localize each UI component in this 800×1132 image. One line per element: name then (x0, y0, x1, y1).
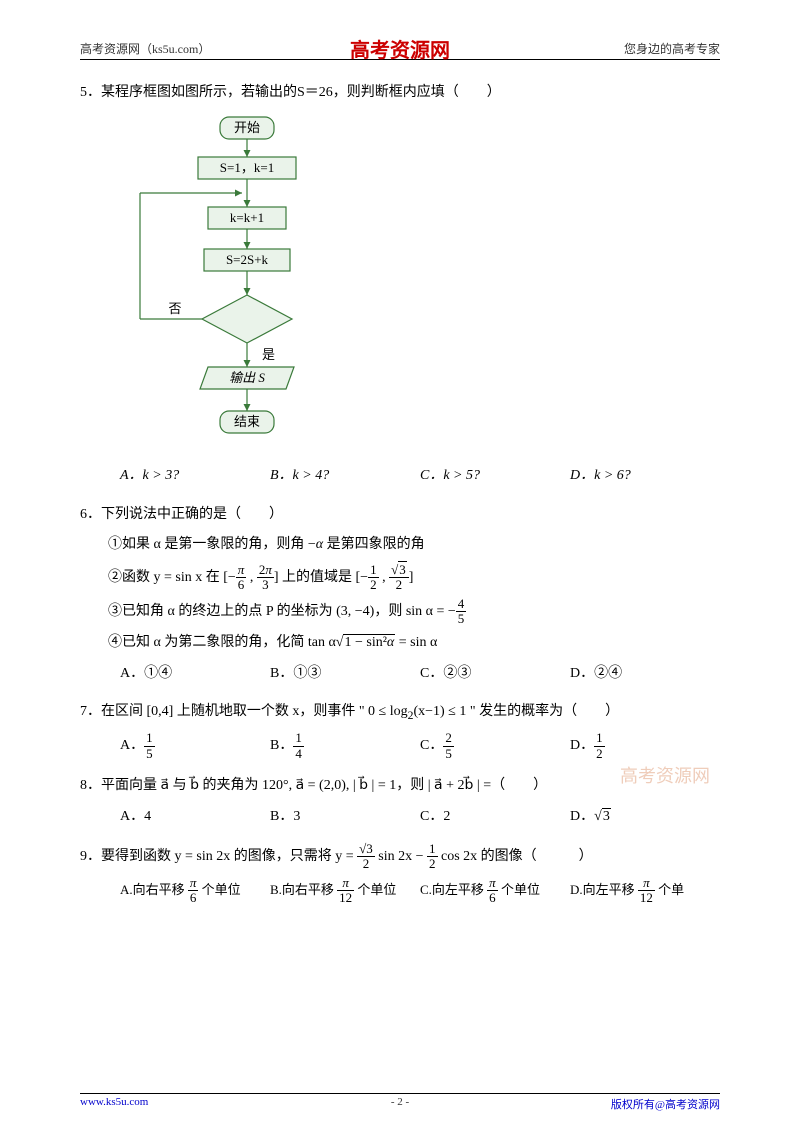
q8-opt-a: A．4 (120, 804, 270, 831)
q5-flowchart: 开始 S=1，k=1 k=k+1 S=2S+k 否 (120, 115, 720, 456)
q8-opt-b: B．3 (270, 804, 420, 831)
q6-opt-c: C．②③ (420, 661, 570, 688)
footer-copyright: 版权所有@高考资源网 (611, 1096, 720, 1112)
header-center-logo: 高考资源网 (350, 34, 450, 63)
q7-post: (x−1) ≤ 1 " 发生的概率为（ ） (413, 704, 619, 719)
footer-url: www.ks5u.com (80, 1096, 148, 1112)
q7-opt-a: A．15 (120, 731, 270, 761)
q8-opt-c: C．2 (420, 804, 570, 831)
q6-opt-b: B．①③ (270, 661, 420, 688)
svg-text:是: 是 (262, 347, 275, 362)
q5-opt-c: C．k > 5? (420, 463, 570, 490)
q7-opt-c: C．25 (420, 731, 570, 761)
q7-opt-d: D．12 (570, 731, 720, 761)
q6-opt-d: D．②④ (570, 661, 720, 688)
svg-text:k=k+1: k=k+1 (230, 210, 264, 225)
q8-options: A．4 B．3 C．2 D．3 (80, 804, 720, 831)
header-right: 您身边的高考专家 (624, 40, 720, 57)
q6-s3-pre: ③已知角 α 的终边上的点 P 的坐标为 (3, −4)，则 sin α = − (108, 604, 456, 619)
q6-s2-end: ] (409, 570, 414, 585)
q6-s1-pre: ①如果 α 是第一象限的角，则角 − (108, 537, 316, 552)
q6-sub1: ①如果 α 是第一象限的角，则角 −α 是第四象限的角 (108, 532, 720, 559)
q7-pre: 7．在区间 [0,4] 上随机地取一个数 x，则事件 " 0 ≤ log (80, 704, 408, 719)
q9-options: A.向右平移 π6 个单位 B.向右平移 π12 个单位 C.向左平移 π6 个… (80, 876, 720, 906)
svg-text:S=2S+k: S=2S+k (226, 252, 269, 267)
svg-text:结束: 结束 (234, 414, 260, 429)
q9-opt-b: B.向右平移 π12 个单位 (270, 876, 420, 906)
q5-opt-a: A．k > 3? (120, 463, 270, 490)
q6-s2-mid2: , (379, 570, 390, 585)
q6-s2-pre: ②函数 y = sin x 在 [− (108, 570, 236, 585)
q6-sub4: ④已知 α 为第二象限的角，化简 tan α1 − sin²α = sin α (108, 630, 720, 657)
svg-text:输出 S: 输出 S (229, 370, 265, 385)
footer-pagenum: - 2 - (391, 1096, 409, 1108)
q6-sub3: ③已知角 α 的终边上的点 P 的坐标为 (3, −4)，则 sin α = −… (108, 597, 720, 627)
q9-mid: sin 2x − (375, 849, 427, 864)
q5-opt-d: D．k > 6? (570, 463, 720, 490)
q7-opt-b: B．14 (270, 731, 420, 761)
q6-options: A．①④ B．①③ C．②③ D．②④ (80, 661, 720, 688)
q6-s2-mid: , (246, 570, 257, 585)
flowchart-svg: 开始 S=1，k=1 k=k+1 S=2S+k 否 (120, 115, 350, 445)
q5-options: A．k > 3? B．k > 4? C．k > 5? D．k > 6? (80, 463, 720, 490)
q6-s4-post: = sin α (395, 635, 437, 650)
svg-text:S=1，k=1: S=1，k=1 (220, 160, 274, 175)
q5-opt-b: B．k > 4? (270, 463, 420, 490)
q6-s2-aft: ] 上的值域是 [− (274, 570, 368, 585)
question-7: 7．在区间 [0,4] 上随机地取一个数 x，则事件 " 0 ≤ log2(x−… (80, 699, 720, 761)
page-header: 高考资源网（ks5u.com） 高考资源网 您身边的高考专家 (80, 40, 720, 60)
watermark: 高考资源网 (620, 762, 710, 788)
q6-s4-pre: ④已知 α 为第二象限的角，化简 tan α (108, 635, 336, 650)
q6-sub2: ②函数 y = sin x 在 [−π6 , 2π3] 上的值域是 [−12 ,… (108, 563, 720, 593)
header-left: 高考资源网（ks5u.com） (80, 40, 210, 57)
question-9: 9．要得到函数 y = sin 2x 的图像，只需将 y = √32 sin 2… (80, 842, 720, 905)
q6-opt-a: A．①④ (120, 661, 270, 688)
q9-post: cos 2x 的图像（ ） (438, 849, 593, 864)
q7-options: A．15 B．14 C．25 D．12 (80, 731, 720, 761)
q6-text: 6．下列说法中正确的是（ ） (80, 502, 720, 529)
q9-text: 9．要得到函数 y = sin 2x 的图像，只需将 y = √32 sin 2… (80, 842, 720, 872)
page-footer: www.ks5u.com - 2 - 版权所有@高考资源网 (80, 1093, 720, 1112)
q6-s1-post: 是第四象限的角 (323, 537, 425, 552)
q5-text: 5．某程序框图如图所示，若输出的S＝26，则判断框内应填（ ） (80, 80, 720, 107)
q8-opt-d: D．3 (570, 804, 720, 831)
q9-pre: 9．要得到函数 y = sin 2x 的图像，只需将 y = (80, 849, 357, 864)
svg-text:否: 否 (168, 301, 181, 316)
q9-opt-c: C.向左平移 π6 个单位 (420, 876, 570, 906)
svg-text:开始: 开始 (234, 120, 260, 135)
q9-opt-d: D.向左平移 π12 个单 (570, 876, 720, 906)
question-6: 6．下列说法中正确的是（ ） ①如果 α 是第一象限的角，则角 −α 是第四象限… (80, 502, 720, 688)
question-5: 5．某程序框图如图所示，若输出的S＝26，则判断框内应填（ ） 开始 S=1，k… (80, 80, 720, 490)
q7-text: 7．在区间 [0,4] 上随机地取一个数 x，则事件 " 0 ≤ log2(x−… (80, 699, 720, 727)
q9-opt-a: A.向右平移 π6 个单位 (120, 876, 270, 906)
